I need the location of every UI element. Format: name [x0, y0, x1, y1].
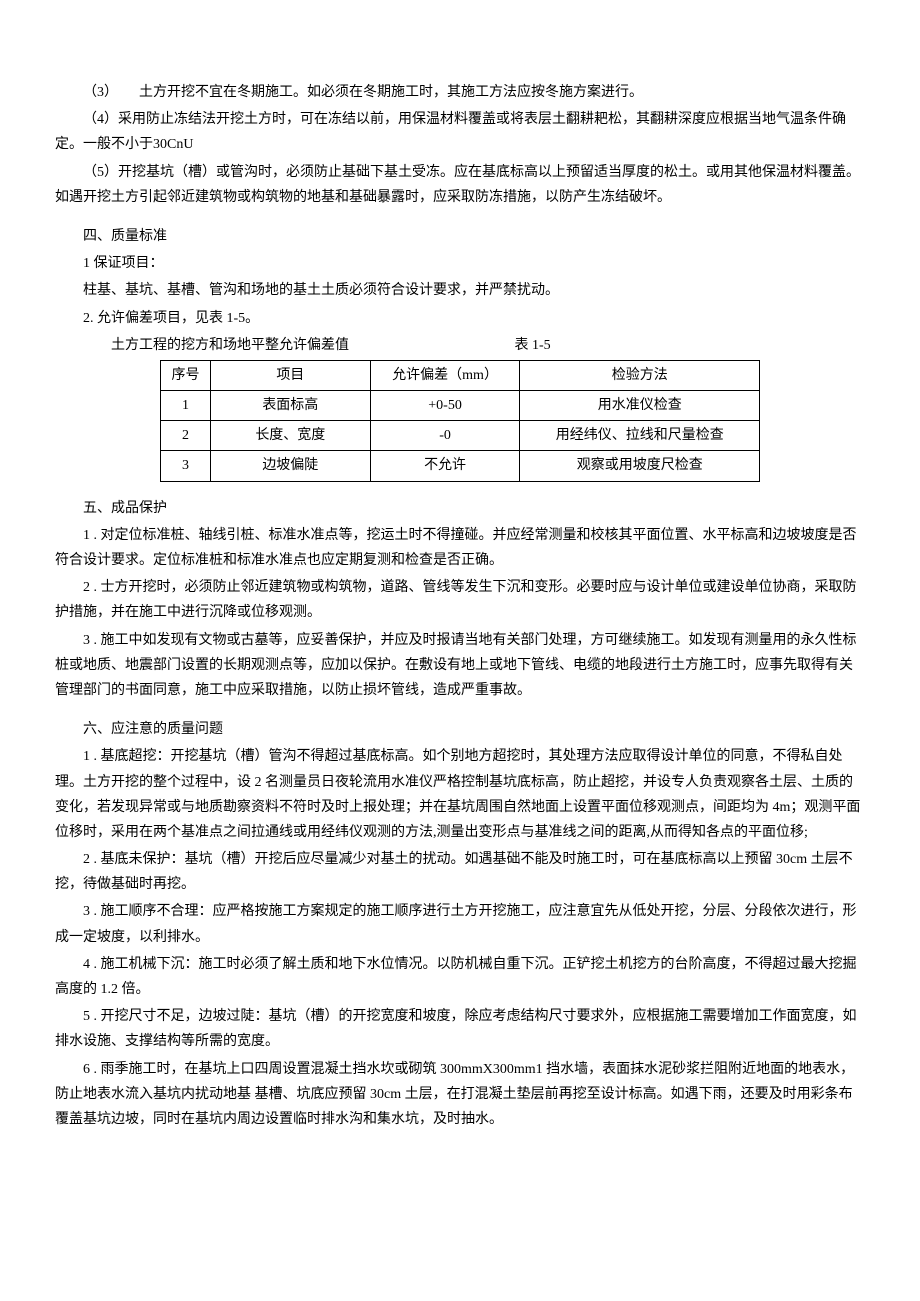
table-cell: -0 — [370, 421, 520, 451]
table-caption-label: 土方工程的挖方和场地平整允许偏差值 — [83, 333, 363, 358]
section-6-item-3: 3 . 施工顺序不合理：应严格按施工方案规定的施工顺序进行土方开挖施工，应注意宜… — [55, 899, 865, 949]
section-6-item-1: 1 . 基底超挖：开挖基坑（槽）管沟不得超过基底标高。如个别地方超挖时，其处理方… — [55, 744, 865, 845]
paragraph-4: （4）采用防止冻结法开挖土方时，可在冻结以前，用保温材料覆盖或将表层土翻耕耙松，… — [55, 107, 865, 157]
section-4-item-2: 2. 允许偏差项目，见表 1-5。 — [55, 306, 865, 331]
table-header-deviation: 允许偏差（mm） — [370, 360, 520, 390]
table-cell: 2 — [161, 421, 211, 451]
table-cell: 表面标高 — [210, 391, 370, 421]
table-cell: 3 — [161, 451, 211, 481]
table-cell: 1 — [161, 391, 211, 421]
table-caption: 土方工程的挖方和场地平整允许偏差值 表 1-5 — [55, 333, 865, 358]
table-cell: 不允许 — [370, 451, 520, 481]
section-6-title: 六、应注意的质量问题 — [55, 717, 865, 742]
section-4-item-1-text: 柱基、基坑、基槽、管沟和场地的基土土质必须符合设计要求，并严禁扰动。 — [55, 278, 865, 303]
table-cell: 用经纬仪、拉线和尺量检查 — [520, 421, 760, 451]
section-6-item-4: 4 . 施工机械下沉：施工时必须了解土质和地下水位情况。以防机械自重下沉。正铲挖… — [55, 952, 865, 1002]
paragraph-3: （3） 土方开挖不宜在冬期施工。如必须在冬期施工时，其施工方法应按冬施方案进行。 — [55, 80, 865, 105]
table-header-row: 序号 项目 允许偏差（mm） 检验方法 — [161, 360, 760, 390]
table-cell: 边坡偏陡 — [210, 451, 370, 481]
section-5-item-2: 2 . 士方开挖时，必须防止邻近建筑物或构筑物，道路、管线等发生下沉和变形。必要… — [55, 575, 865, 625]
section-6-item-2: 2 . 基底未保护：基坑（槽）开挖后应尽量减少对基土的扰动。如遇基础不能及时施工… — [55, 847, 865, 897]
section-6-item-6: 6 . 雨季施工时，在基坑上口四周设置混凝土挡水坎或砌筑 300mmX300mm… — [55, 1057, 865, 1133]
table-header-seq: 序号 — [161, 360, 211, 390]
section-5-title: 五、成品保护 — [55, 496, 865, 521]
table-header-method: 检验方法 — [520, 360, 760, 390]
table-row: 1 表面标高 +0-50 用水准仪检查 — [161, 391, 760, 421]
table-row: 3 边坡偏陡 不允许 观察或用坡度尺检查 — [161, 451, 760, 481]
table-caption-number: 表 1-5 — [487, 333, 551, 358]
deviation-table: 序号 项目 允许偏差（mm） 检验方法 1 表面标高 +0-50 用水准仪检查 … — [160, 360, 760, 482]
table-cell: 用水准仪检查 — [520, 391, 760, 421]
table-cell: 长度、宽度 — [210, 421, 370, 451]
table-cell: +0-50 — [370, 391, 520, 421]
section-5-item-3: 3 . 施工中如发现有文物或古墓等，应妥善保护，并应及时报请当地有关部门处理，方… — [55, 628, 865, 704]
table-row: 2 长度、宽度 -0 用经纬仪、拉线和尺量检查 — [161, 421, 760, 451]
table-header-item: 项目 — [210, 360, 370, 390]
section-5-item-1: 1 . 对定位标准桩、轴线引桩、标准水准点等，挖运土时不得撞碰。并应经常测量和校… — [55, 523, 865, 573]
table-cell: 观察或用坡度尺检查 — [520, 451, 760, 481]
section-4-title: 四、质量标准 — [55, 224, 865, 249]
section-6-item-5: 5 . 开挖尺寸不足，边坡过陡：基坑（槽）的开挖宽度和坡度，除应考虑结构尺寸要求… — [55, 1004, 865, 1054]
section-4-item-1-label: 1 保证项目： — [55, 251, 865, 276]
paragraph-5: （5）开挖基坑（槽）或管沟时，必须防止基础下基土受冻。应在基底标高以上预留适当厚… — [55, 160, 865, 210]
